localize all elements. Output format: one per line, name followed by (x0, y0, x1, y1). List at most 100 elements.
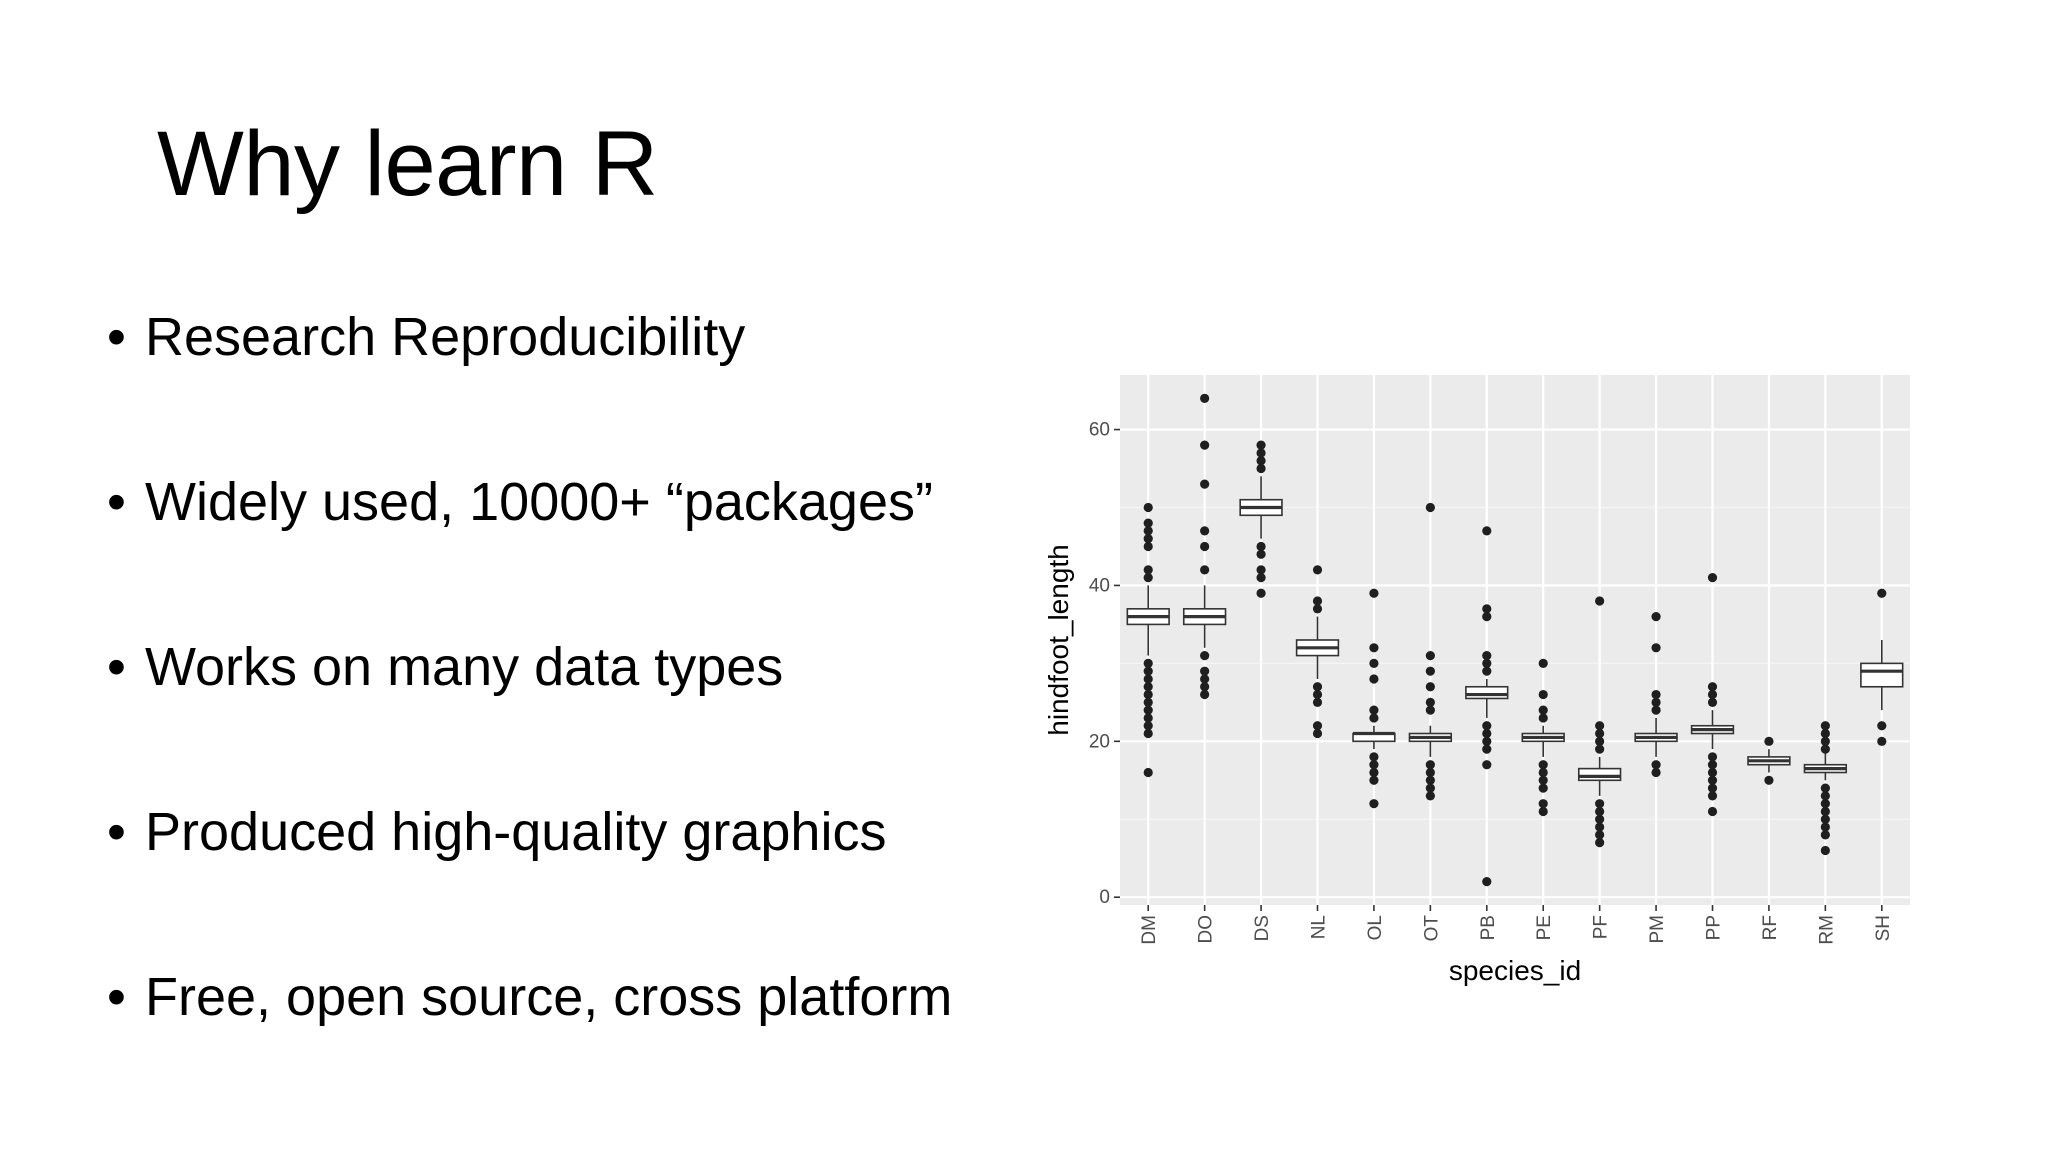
outlier-point (1595, 799, 1605, 809)
outlier-point (1200, 541, 1210, 552)
y-tick-label: 20 (1089, 731, 1110, 752)
outlier-point (1595, 838, 1605, 848)
outlier-point (1595, 721, 1605, 731)
outlier-point (1200, 689, 1210, 700)
axes-layer: 0 20 40 60 DM DO DS NL OL OT PB PE PF PM PP RF RM SH (1089, 420, 1894, 945)
bullet-dot: • (107, 307, 126, 367)
outlier-point (1312, 604, 1323, 614)
outlier-point (1482, 604, 1492, 614)
x-tick-label: PM (1647, 915, 1668, 944)
outlier-point (1143, 767, 1153, 778)
outlier-point (1369, 760, 1379, 770)
box-pe (1521, 658, 1565, 817)
outlier-point (1143, 682, 1153, 692)
iqr-box (1577, 767, 1622, 782)
iqr-box (1860, 662, 1904, 688)
plot-panel (1120, 375, 1910, 905)
outlier-point (1143, 534, 1153, 544)
outlier-point (1482, 877, 1492, 887)
outlier-point (1820, 799, 1830, 809)
outlier-point (1369, 705, 1379, 715)
outlier-point (1538, 689, 1548, 700)
outlier-point (1143, 713, 1153, 723)
bullet-text: Free, open source, cross platform (145, 967, 953, 1027)
outlier-point (1482, 744, 1492, 754)
outlier-point (1651, 612, 1661, 622)
outlier-point (1707, 767, 1718, 778)
outlier-point (1595, 728, 1605, 739)
box-ol (1352, 588, 1396, 809)
x-tick-label: PP (1704, 915, 1725, 940)
outlier-point (1482, 650, 1492, 661)
x-tick-label: PB (1478, 915, 1499, 940)
box-ot (1408, 502, 1453, 801)
outlier-point (1651, 643, 1661, 653)
outlier-point (1707, 791, 1718, 801)
outlier-point (1256, 456, 1266, 466)
outlier-point (1820, 783, 1830, 793)
outlier-point (1538, 775, 1548, 785)
x-tick-label: DS (1252, 915, 1273, 941)
outlier-point (1143, 705, 1153, 715)
outlier-point (1312, 596, 1323, 606)
outlier-point (1312, 721, 1323, 731)
outlier-point (1425, 650, 1435, 661)
y-axis-title: hindfoot_length (1043, 544, 1074, 736)
outlier-point (1369, 767, 1379, 778)
outlier-point (1369, 643, 1379, 653)
outlier-point (1707, 682, 1718, 692)
outlier-point (1482, 736, 1492, 746)
y-tick-label: 40 (1089, 575, 1110, 596)
box-pp (1690, 573, 1735, 817)
x-tick-label: RF (1760, 915, 1781, 940)
slide-title: Why learn R (157, 113, 658, 215)
box-pf (1577, 596, 1622, 848)
outlier-point (1651, 697, 1661, 707)
outlier-point (1651, 705, 1661, 715)
bullet-item: • Produced high-quality graphics (107, 805, 886, 859)
bullet-dot: • (107, 472, 126, 532)
outlier-point (1820, 721, 1830, 731)
outlier-point (1651, 760, 1661, 770)
outlier-point (1256, 440, 1266, 450)
x-tick-label: DM (1139, 915, 1160, 945)
box-do (1182, 393, 1227, 700)
outlier-point (1200, 650, 1210, 661)
x-axis-title: species_id (1449, 955, 1581, 986)
outlier-point (1143, 721, 1153, 731)
grid-layer (1120, 375, 1910, 905)
outlier-point (1312, 565, 1323, 575)
outlier-point (1482, 658, 1492, 668)
box-pb (1465, 526, 1509, 887)
x-tick-label: PE (1534, 915, 1555, 940)
outlier-point (1538, 760, 1548, 770)
outlier-point (1200, 479, 1210, 489)
outlier-point (1482, 760, 1492, 770)
box-sh (1860, 588, 1904, 746)
outlier-point (1764, 775, 1774, 785)
outlier-point (1200, 393, 1210, 403)
bullet-text: Widely used, 10000+ “packages” (145, 472, 933, 532)
outlier-point (1538, 799, 1548, 809)
outlier-point (1425, 682, 1435, 692)
bullet-item: • Research Reproducibility (107, 310, 745, 364)
outlier-point (1595, 744, 1605, 754)
outlier-point (1143, 502, 1153, 513)
outlier-point (1482, 728, 1492, 739)
outlier-point (1595, 806, 1605, 817)
x-tick-label: OL (1365, 915, 1386, 940)
outlier-point (1425, 697, 1435, 707)
outlier-point (1143, 674, 1153, 684)
outlier-point (1425, 783, 1435, 793)
outlier-point (1425, 760, 1435, 770)
outlier-point (1425, 767, 1435, 778)
bullet-dot: • (107, 637, 126, 697)
outlier-point (1143, 666, 1153, 676)
outlier-point (1143, 689, 1153, 700)
x-tick-label: RM (1816, 915, 1837, 945)
outlier-point (1200, 682, 1210, 692)
outlier-point (1820, 822, 1830, 832)
outlier-point (1200, 526, 1210, 536)
outlier-point (1707, 760, 1718, 770)
